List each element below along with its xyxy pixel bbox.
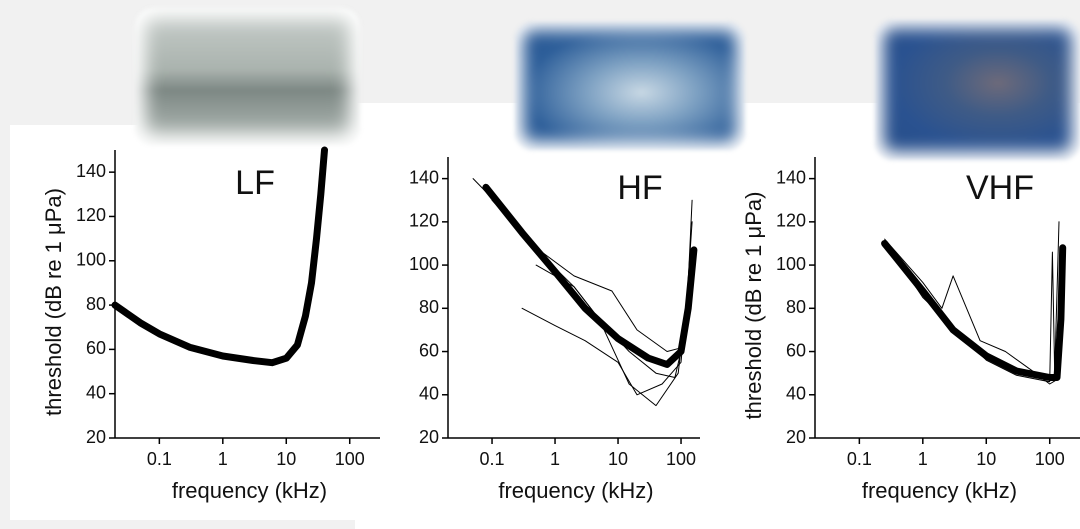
y-tick-label: 80 [786,297,806,317]
line [535,264,689,407]
y-tick-label: 120 [76,205,106,225]
whale-photo [135,8,360,145]
line [881,240,1067,381]
y-tick-label: 60 [419,340,439,360]
y-axis-label: threshold (dB re 1 μPa) [741,192,766,420]
y-tick-label: 80 [86,294,106,314]
x-tick-label: 0.1 [480,449,505,469]
y-tick-label: 60 [86,338,106,358]
line [521,264,691,396]
panel [10,125,355,520]
line [111,146,328,367]
y-tick-label: 100 [776,254,806,274]
line [889,221,1060,383]
x-tick-label: 10 [608,449,628,469]
line [482,183,698,368]
dolphin-photo [515,22,745,150]
porpoise-photo [875,20,1080,160]
y-tick-label: 20 [86,427,106,447]
y-tick-label: 120 [409,211,439,231]
x-tick-label: 0.1 [847,449,872,469]
chart-title: VHF [966,169,1034,207]
x-tick-label: 100 [335,449,365,469]
x-tick-label: 100 [1035,449,1065,469]
y-tick-label: 100 [409,254,439,274]
x-axis-label: frequency (kHz) [498,478,653,503]
x-tick-label: 1 [218,449,228,469]
line [491,199,693,352]
y-tick-label: 40 [86,382,106,402]
y-tick-label: 20 [419,427,439,447]
y-axis-label: threshold (dB re 1 μPa) [41,188,66,416]
y-tick-label: 140 [409,167,439,187]
x-tick-label: 1 [918,449,928,469]
chart-title: HF [617,169,662,207]
x-axis-label: frequency (kHz) [172,478,327,503]
y-tick-label: 120 [776,211,806,231]
y-tick-label: 20 [786,427,806,447]
chart-title: LF [235,164,275,202]
x-tick-label: 100 [666,449,696,469]
y-tick-label: 80 [419,297,439,317]
x-tick-label: 1 [550,449,560,469]
y-tick-label: 40 [786,384,806,404]
x-tick-label: 0.1 [147,449,172,469]
line [884,238,1058,385]
y-tick-label: 60 [786,340,806,360]
y-tick-label: 140 [76,161,106,181]
x-axis-label: frequency (kHz) [862,478,1017,503]
y-tick-label: 100 [76,250,106,270]
y-tick-label: 140 [776,167,806,187]
panel [355,103,1080,529]
x-tick-label: 10 [976,449,996,469]
x-tick-label: 10 [276,449,296,469]
y-tick-label: 40 [419,384,439,404]
